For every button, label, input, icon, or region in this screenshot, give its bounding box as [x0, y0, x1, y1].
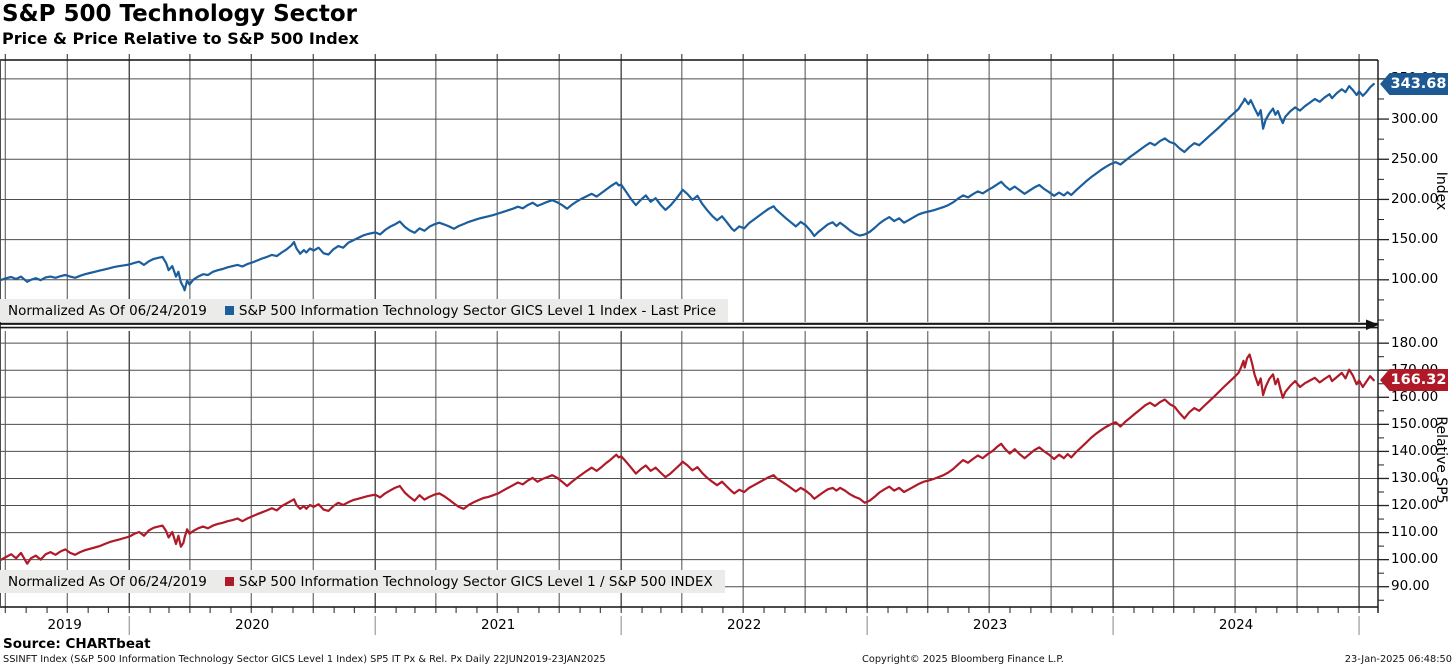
price-line — [0, 82, 1375, 292]
y-tick-label: 130.00 — [1391, 469, 1439, 486]
y-tick-label: 300.00 — [1391, 110, 1439, 127]
y-tick-label: 160.00 — [1391, 388, 1439, 405]
year-label: 2019 — [47, 617, 82, 633]
separator-arrow-icon — [1366, 319, 1379, 330]
page-subtitle: Price & Price Relative to S&P 500 Index — [2, 29, 359, 48]
year-label: 2021 — [481, 617, 516, 633]
relative-normalized-label: Normalized As Of 06/24/2019 — [8, 573, 207, 590]
y-tick-label: 90.00 — [1391, 578, 1430, 595]
relative-series-swatch-icon — [224, 577, 234, 586]
y-tick-label: 250.00 — [1391, 150, 1439, 167]
y-tick-label: 120.00 — [1391, 497, 1439, 514]
relative-axis-title: Relative SP5 — [1433, 416, 1449, 504]
y-tick-label: 150.00 — [1391, 231, 1439, 248]
source-label: Source: CHARTbeat — [3, 636, 151, 652]
page-title: S&P 500 Technology Sector — [2, 1, 358, 27]
y-tick-label: 150.00 — [1391, 415, 1439, 432]
year-label: 2020 — [235, 617, 270, 633]
price-series-label: S&P 500 Information Technology Sector GI… — [238, 302, 717, 319]
year-label: 2024 — [1218, 617, 1254, 633]
relative-last-value-badge: 166.32 — [1380, 369, 1448, 391]
price-series-swatch-icon — [224, 306, 234, 315]
price-legend: Normalized As Of 06/24/2019 S&P 500 Info… — [0, 299, 729, 322]
year-label: 2022 — [726, 617, 762, 633]
copyright-notice: Copyright© 2025 Bloomberg Finance L.P. — [862, 654, 1064, 665]
relative-line — [0, 353, 1375, 565]
relative-legend: Normalized As Of 06/24/2019 S&P 500 Info… — [0, 570, 725, 593]
timestamp: 23-Jan-2025 06:48:50 — [1344, 654, 1452, 665]
y-tick-label: 180.00 — [1391, 334, 1439, 351]
y-tick-label: 200.00 — [1391, 190, 1439, 207]
y-tick-label: 110.00 — [1391, 524, 1439, 541]
y-tick-label: 140.00 — [1391, 442, 1439, 459]
year-label: 2023 — [972, 617, 1008, 633]
y-tick-label: 100.00 — [1391, 551, 1439, 568]
price-axis-title: Index — [1433, 171, 1449, 211]
price-last-value-badge: 343.68 — [1380, 73, 1448, 95]
relative-series-label: S&P 500 Information Technology Sector GI… — [238, 573, 713, 590]
price-normalized-label: Normalized As Of 06/24/2019 — [8, 302, 207, 319]
chart-description: SSINFT Index (S&P 500 Information Techno… — [3, 654, 606, 665]
y-tick-label: 100.00 — [1391, 271, 1439, 288]
